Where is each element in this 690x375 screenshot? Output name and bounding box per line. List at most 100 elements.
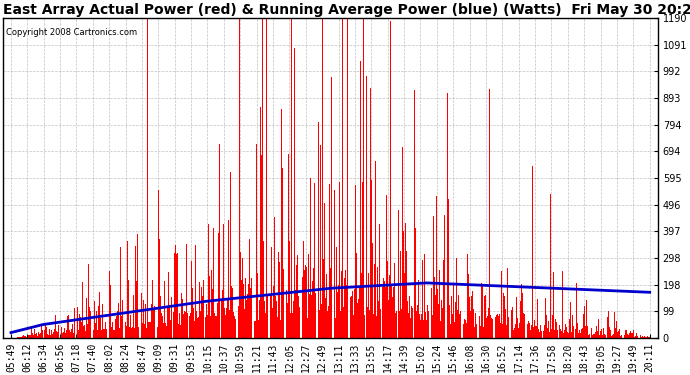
Bar	[423, 320, 424, 338]
Bar	[303, 241, 304, 338]
Bar	[292, 313, 293, 338]
Bar	[65, 333, 66, 338]
Bar	[284, 310, 286, 338]
Bar	[94, 301, 95, 338]
Bar	[460, 311, 462, 338]
Bar	[117, 311, 118, 338]
Bar	[197, 318, 198, 338]
Bar	[366, 308, 368, 338]
Bar	[343, 307, 344, 338]
Bar	[313, 268, 314, 338]
Bar	[106, 329, 108, 338]
Bar	[35, 334, 36, 338]
Bar	[351, 296, 352, 338]
Bar	[364, 315, 366, 338]
Bar	[172, 312, 173, 338]
Bar	[307, 318, 308, 338]
Bar	[565, 324, 566, 338]
Bar	[166, 326, 167, 338]
Bar	[446, 93, 448, 338]
Bar	[480, 326, 481, 338]
Bar	[514, 328, 515, 338]
Bar	[467, 254, 468, 338]
Bar	[470, 310, 471, 338]
Bar	[561, 332, 562, 338]
Bar	[456, 258, 457, 338]
Bar	[169, 306, 170, 338]
Bar	[298, 296, 299, 338]
Bar	[311, 295, 312, 338]
Bar	[36, 333, 37, 338]
Bar	[40, 333, 41, 338]
Bar	[272, 308, 273, 338]
Bar	[226, 308, 227, 338]
Bar	[475, 313, 476, 338]
Bar	[583, 314, 584, 338]
Bar	[277, 317, 278, 338]
Bar	[321, 304, 322, 338]
Bar	[580, 333, 581, 338]
Bar	[304, 270, 305, 338]
Bar	[516, 297, 517, 338]
Bar	[33, 335, 34, 338]
Bar	[390, 21, 391, 338]
Bar	[45, 325, 46, 338]
Bar	[500, 323, 501, 338]
Bar	[41, 325, 42, 338]
Bar	[535, 326, 536, 338]
Bar	[141, 323, 143, 338]
Bar	[204, 317, 206, 338]
Bar	[127, 241, 128, 338]
Bar	[199, 282, 200, 338]
Bar	[78, 330, 79, 338]
Bar	[434, 278, 435, 338]
Bar	[624, 330, 626, 338]
Bar	[270, 246, 272, 338]
Bar	[395, 313, 396, 338]
Bar	[512, 308, 513, 338]
Bar	[389, 275, 390, 338]
Bar	[227, 299, 228, 338]
Bar	[121, 316, 122, 338]
Bar	[305, 265, 306, 338]
Bar	[135, 246, 136, 338]
Bar	[584, 306, 585, 338]
Bar	[63, 328, 65, 338]
Bar	[529, 323, 530, 338]
Bar	[81, 322, 82, 338]
Bar	[18, 337, 19, 338]
Bar	[425, 312, 426, 338]
Bar	[323, 259, 324, 338]
Bar	[315, 293, 317, 338]
Bar	[600, 331, 601, 338]
Bar	[536, 326, 537, 338]
Bar	[228, 220, 229, 338]
Bar	[526, 324, 528, 338]
Bar	[451, 296, 452, 338]
Bar	[80, 317, 81, 338]
Bar	[230, 172, 231, 338]
Bar	[647, 336, 648, 338]
Bar	[422, 260, 423, 338]
Bar	[216, 315, 217, 338]
Bar	[70, 332, 71, 338]
Bar	[531, 325, 532, 338]
Bar	[385, 287, 386, 338]
Bar	[483, 327, 484, 338]
Bar	[50, 335, 51, 338]
Bar	[250, 288, 251, 338]
Bar	[378, 301, 380, 338]
Bar	[506, 325, 507, 338]
Bar	[53, 332, 54, 338]
Bar	[491, 318, 493, 338]
Bar	[419, 315, 420, 338]
Bar	[68, 315, 69, 338]
Bar	[188, 316, 190, 338]
Bar	[608, 311, 609, 338]
Bar	[585, 326, 586, 338]
Bar	[348, 287, 349, 338]
Bar	[122, 300, 124, 338]
Bar	[616, 321, 617, 338]
Bar	[401, 309, 402, 338]
Bar	[479, 316, 480, 338]
